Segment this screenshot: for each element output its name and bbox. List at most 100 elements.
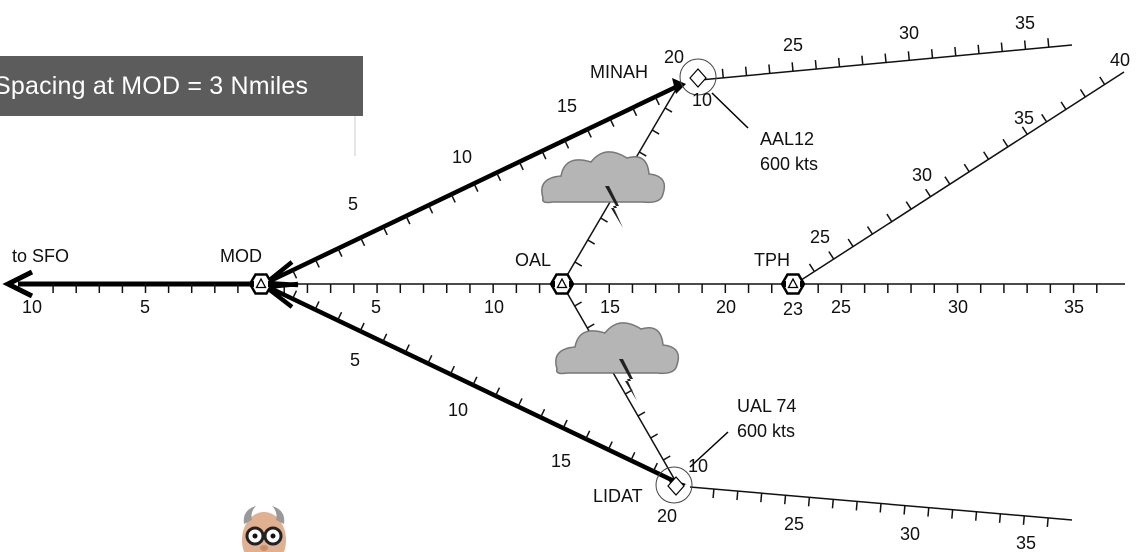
upper-right-ticks [721, 38, 1050, 78]
vortac-icon [248, 273, 274, 295]
mile-label: 20 [657, 506, 677, 526]
route-tick [600, 217, 608, 223]
storm-cloud-icon [555, 322, 680, 401]
route-tick [404, 344, 410, 353]
route-tick [654, 96, 660, 106]
route-tick [562, 419, 568, 429]
fix-label-oal: OAL [515, 250, 551, 270]
storm-cloud-icon [541, 151, 666, 228]
mile-label: 30 [948, 297, 968, 317]
route-tick [855, 501, 858, 511]
route-tick [886, 213, 893, 223]
vortac-icon [780, 273, 806, 295]
aircraft-diamond-icon [667, 476, 685, 496]
tph-branch-route [794, 71, 1125, 285]
mile-label: 20 [716, 297, 736, 317]
mile-label: 30 [899, 23, 919, 43]
route-tick [744, 66, 748, 76]
route-tick [291, 269, 298, 279]
route-tick [473, 183, 479, 192]
aircraft-aal12-target [679, 58, 749, 129]
spacing-banner: Spacing at MOD = 3 Nmiles [0, 56, 363, 116]
mile-label: 35 [1016, 533, 1036, 552]
route-tick [609, 118, 615, 127]
route-tick [1002, 138, 1009, 148]
route-tick [861, 55, 864, 65]
route-tick [977, 44, 980, 54]
route-tick [650, 433, 658, 439]
route-tick [427, 355, 433, 364]
route-tick [574, 301, 582, 307]
route-tick [651, 129, 660, 135]
fix-label-mod: MOD [220, 246, 262, 266]
aircraft-callsign: UAL 74 [737, 396, 796, 416]
route-tick [884, 53, 887, 63]
route-tick [783, 495, 787, 505]
fix-label-minah: MINAH [590, 62, 648, 82]
mile-label: 10 [688, 456, 708, 476]
route-tick [807, 497, 811, 507]
route-tick [638, 151, 647, 157]
route-tick [585, 430, 591, 440]
mile-label: 35 [1064, 297, 1084, 317]
mile-label: 25 [810, 227, 830, 247]
route-tick [359, 237, 366, 247]
upper-right-route [699, 38, 1073, 81]
mile-label: 5 [140, 297, 150, 317]
aircraft-speed: 600 kts [760, 154, 818, 174]
mile-label: 5 [371, 297, 381, 317]
route-tick [974, 511, 978, 521]
route-tick [998, 513, 1002, 523]
route-tick [664, 107, 673, 113]
aircraft-callsign: AAL12 [760, 129, 814, 149]
route-tick [866, 226, 874, 235]
route-tick [563, 139, 570, 149]
route-tick [963, 163, 970, 173]
route-tick [472, 376, 478, 386]
controller-avatar-icon [242, 506, 286, 552]
mile-label: 25 [831, 297, 851, 317]
route-tick [1047, 38, 1050, 48]
lower-right-ticks [712, 488, 1049, 527]
route-tick [291, 290, 298, 300]
route-tick [1000, 42, 1003, 52]
route-tick [905, 201, 912, 210]
route-tick [847, 238, 854, 247]
route-tick [907, 51, 910, 61]
route-tick [1023, 40, 1027, 50]
mile-label: 5 [350, 350, 360, 370]
mile-label: 40 [1110, 50, 1130, 70]
route-tick [1041, 113, 1048, 123]
route-tick [1046, 517, 1049, 527]
route-tick [721, 68, 724, 78]
mile-label: 35 [1015, 13, 1035, 33]
route-tick [587, 239, 596, 245]
route-tick [652, 462, 659, 472]
route-tick [336, 311, 343, 321]
route-tick [630, 452, 636, 461]
route-tick [903, 505, 906, 515]
mile-label: 25 [783, 35, 803, 55]
mile-label: 5 [348, 194, 358, 214]
route-tick [631, 107, 638, 117]
mile-label: 10 [448, 400, 468, 420]
route-tick [662, 455, 671, 461]
route-tick [760, 493, 763, 503]
mile-label: 35 [1014, 108, 1034, 128]
mile-label: 10 [484, 297, 504, 317]
destination-label: to SFO [12, 246, 69, 266]
route-tick [736, 491, 739, 501]
route-tick [951, 509, 954, 519]
route-tick [1022, 515, 1025, 525]
route-tick [518, 161, 524, 171]
route-tick [359, 322, 365, 332]
route-tick [831, 499, 834, 509]
route-tick [924, 188, 932, 198]
route-to-sfo [2, 269, 255, 299]
aircraft-speed: 600 kts [737, 421, 795, 441]
fix-label-lidat: LIDAT [593, 486, 643, 506]
lower-right-route [689, 486, 1073, 527]
route-tick [768, 64, 771, 74]
mile-label: 23 [783, 299, 803, 319]
